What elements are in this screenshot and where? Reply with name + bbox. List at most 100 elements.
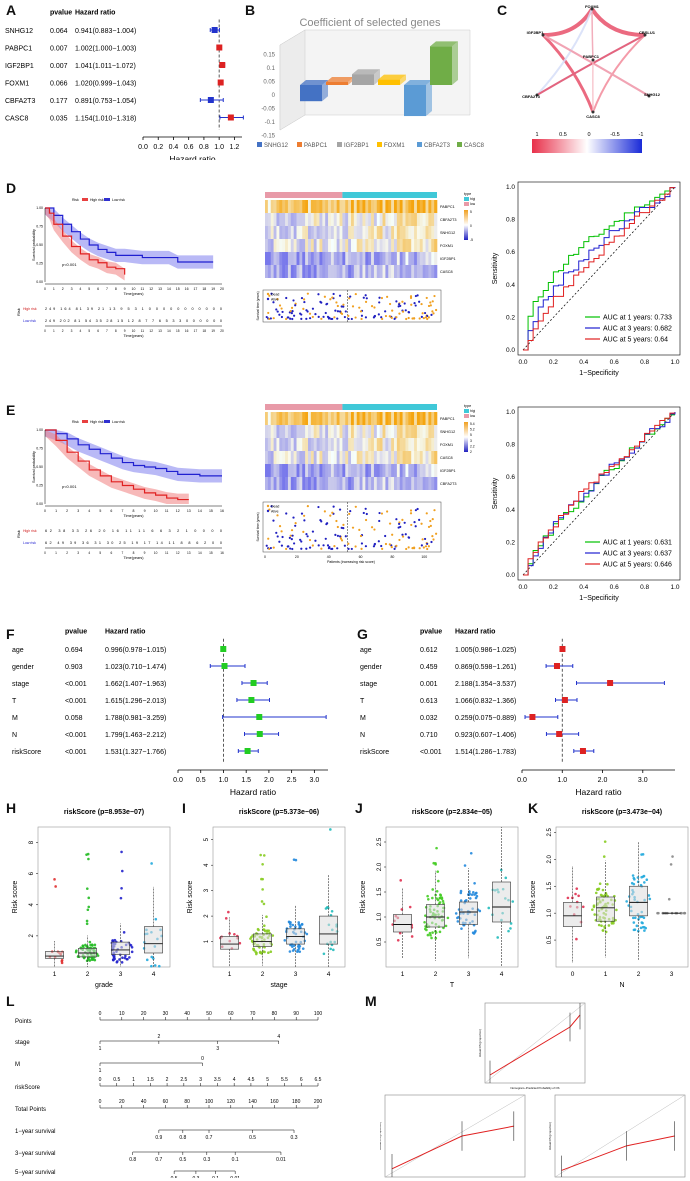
- heatmap-cell: [308, 226, 312, 239]
- heatmap-cell: [273, 412, 277, 425]
- heatmap-cell: [365, 438, 369, 451]
- heatmap-cell: [434, 252, 438, 265]
- bar: [326, 82, 348, 85]
- boxplot-t-j: riskScore (p=2.834e−05)0.51.01.52.02.5Ri…: [360, 809, 519, 989]
- heatmap-cell: [299, 239, 303, 252]
- heatmap-cell: [339, 226, 343, 239]
- scatter-point-alive: [300, 317, 303, 320]
- scatter-point-dead: [347, 314, 350, 317]
- heatmap-cell: [391, 477, 395, 490]
- heatmap-cell: [319, 425, 323, 438]
- plot-frame: [517, 181, 681, 356]
- heatmap-cell: [416, 438, 421, 451]
- scatter-point-dead: [308, 312, 312, 315]
- scatter-point-dead: [398, 312, 401, 315]
- x-tick-label: 4: [152, 971, 156, 978]
- heatmap-cell: [394, 265, 398, 278]
- scatter-point-alive: [407, 310, 410, 314]
- data-point: [640, 921, 644, 924]
- heatmap-cell: [319, 464, 323, 477]
- hr-point: [227, 114, 234, 121]
- heatmap-cell: [267, 239, 272, 252]
- risk-x-tick-label: 19: [211, 329, 215, 333]
- heatmap-cell: [279, 213, 283, 226]
- heatmap-cell: [382, 438, 386, 451]
- scatter-point-alive: [349, 295, 352, 298]
- row-pvalue: <0.001: [65, 681, 87, 688]
- risk-x-tick-label: 3: [77, 551, 79, 555]
- scatter-point-alive: [414, 304, 417, 307]
- row-hr-text: 0.941(0.883−1.004): [75, 28, 136, 35]
- risk-row-label: Low risk: [23, 319, 36, 323]
- heatmap-cell: [270, 451, 274, 464]
- legend-label: AUC at 3 years: 0.682: [603, 326, 672, 333]
- heatmap-cell: [396, 412, 401, 425]
- data-point: [53, 878, 56, 881]
- heatmap-cell: [299, 464, 303, 477]
- heatmap-cell: [408, 438, 412, 451]
- data-point: [150, 862, 153, 865]
- data-point: [120, 869, 124, 873]
- boxplot-n-k: riskScore (p=3.473e−04)0.51.01.52.02.5Ri…: [530, 809, 689, 989]
- heatmap-cell: [336, 477, 340, 490]
- y-tick-label: 1.0: [506, 409, 515, 416]
- heatmap-cell: [376, 477, 380, 490]
- row-pvalue: 0.694: [65, 647, 83, 654]
- scatter-point-alive: [365, 512, 368, 516]
- heatmap-cell: [282, 252, 286, 265]
- scatter-point-dead: [435, 532, 438, 535]
- calibration-x-label: Nomogram−Predicted Probability of OS: [510, 1086, 559, 1090]
- heatmap-cell: [333, 252, 337, 265]
- risk-x-tick-label: 16: [220, 551, 224, 555]
- heatmap-cell: [290, 425, 294, 438]
- scatter-point-alive: [384, 310, 387, 313]
- heatmap-cell: [428, 425, 432, 438]
- heatmap-cell: [313, 213, 317, 226]
- heatmap-cell: [273, 200, 277, 213]
- row-label: M: [360, 715, 366, 722]
- heatmap-cell: [316, 425, 320, 438]
- heatmap-cell: [305, 438, 309, 451]
- heatmap-cell: [353, 425, 358, 438]
- data-point: [595, 888, 599, 891]
- nomogram-tick-label: 0.3: [291, 1135, 298, 1141]
- heatmap-cell: [276, 464, 280, 477]
- scatter-point-alive: [276, 310, 279, 313]
- gene-label: CBFA2T3: [440, 482, 456, 486]
- heatmap-cell: [270, 200, 274, 213]
- nomogram-tick-label: 90: [293, 1011, 299, 1017]
- data-point: [647, 894, 651, 897]
- data-point: [283, 939, 287, 942]
- scatter-point-dead: [420, 302, 423, 306]
- scatter-point-dead: [421, 538, 424, 541]
- heatmap-cell: [287, 412, 292, 425]
- data-point: [262, 902, 266, 906]
- box: [319, 915, 338, 945]
- x-tick-label: 3: [294, 971, 298, 978]
- heatmap-cell: [373, 425, 378, 438]
- scatter-point-dead: [280, 307, 283, 310]
- data-point: [224, 917, 228, 920]
- heatmap-cell: [342, 265, 346, 278]
- y-tick-label: 0.75: [36, 447, 43, 451]
- heatmap-cell: [399, 438, 403, 451]
- risk-x-tick-label: 9: [144, 551, 146, 555]
- scatter-point-dead: [381, 317, 384, 321]
- data-point: [454, 912, 458, 915]
- data-point: [657, 911, 660, 915]
- heatmap-cell: [359, 226, 363, 239]
- row-hr-text: 1.154(1.010−1.318): [75, 116, 136, 123]
- bar-top: [404, 80, 432, 85]
- data-point: [446, 916, 450, 920]
- data-point: [474, 929, 477, 933]
- heatmap-cell: [333, 200, 337, 213]
- x-tick-label: 0: [571, 971, 575, 978]
- x-tick-label: 13: [158, 287, 162, 291]
- heatmap-cell: [382, 477, 386, 490]
- heatmap-cell: [325, 438, 329, 451]
- heatmap-cell: [402, 464, 406, 477]
- scatter-point-alive: [285, 296, 288, 300]
- scatter-point-dead: [267, 311, 270, 315]
- heatmap-cell: [434, 226, 438, 239]
